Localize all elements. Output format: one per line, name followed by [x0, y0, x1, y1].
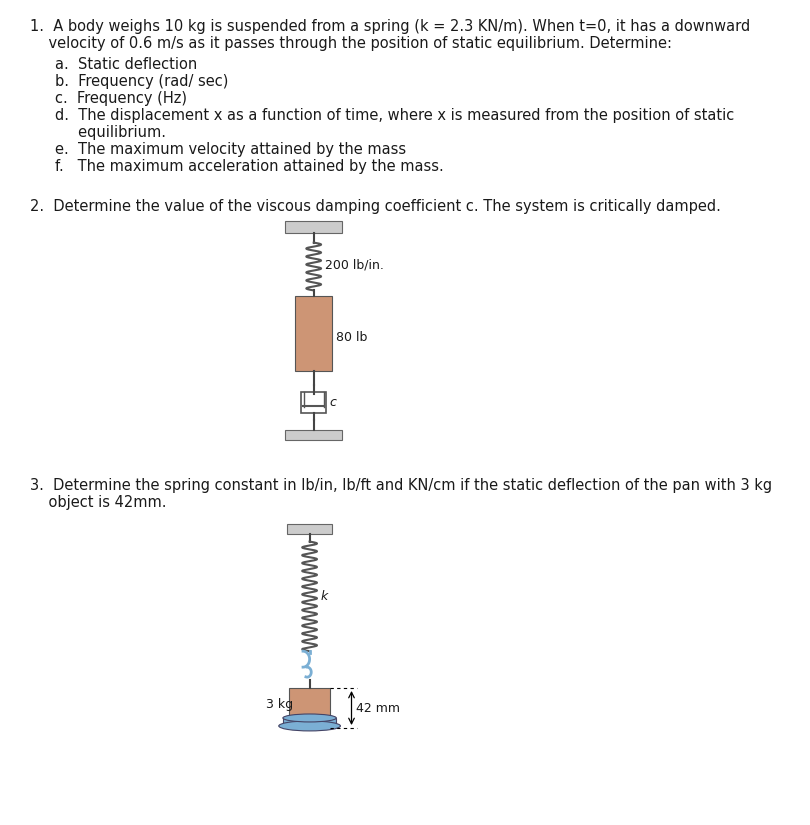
Text: 42 mm: 42 mm [356, 701, 399, 714]
Text: equilibrium.: equilibrium. [55, 125, 166, 140]
Text: 3 kg: 3 kg [266, 698, 293, 711]
Ellipse shape [283, 714, 336, 722]
Text: 200 lb/in.: 200 lb/in. [325, 258, 384, 271]
Text: 3.  Determine the spring constant in lb/in, lb/ft and KN/cm if the static deflec: 3. Determine the spring constant in lb/i… [30, 478, 772, 493]
Text: a.  Static deflection: a. Static deflection [55, 57, 197, 73]
Text: c: c [330, 396, 336, 409]
Ellipse shape [279, 721, 340, 731]
Bar [301, 392, 326, 413]
Bar [283, 718, 336, 726]
Text: f.   The maximum acceleration attained by the mass.: f. The maximum acceleration attained by … [55, 159, 444, 174]
Bar [285, 430, 343, 440]
Text: velocity of 0.6 m/s as it passes through the position of static equilibrium. Det: velocity of 0.6 m/s as it passes through… [30, 36, 672, 51]
Bar [289, 688, 330, 718]
Text: c.  Frequency (Hz): c. Frequency (Hz) [55, 91, 187, 106]
Text: object is 42mm.: object is 42mm. [30, 495, 167, 510]
Text: d.  The displacement x as a function of time, where x is measured from the posit: d. The displacement x as a function of t… [55, 108, 734, 123]
Text: b.  Frequency (rad/ sec): b. Frequency (rad/ sec) [55, 74, 228, 89]
Text: 80 lb: 80 lb [336, 331, 368, 344]
Text: 2.  Determine the value of the viscous damping coefficient c. The system is crit: 2. Determine the value of the viscous da… [30, 199, 721, 214]
Text: 1.  A body weighs 10 kg is suspended from a spring (k = 2.3 KN/m). When t=0, it : 1. A body weighs 10 kg is suspended from… [30, 19, 750, 35]
Bar [295, 296, 332, 371]
Bar [285, 220, 343, 233]
Bar [287, 524, 332, 534]
Text: k: k [320, 590, 327, 603]
Text: e.  The maximum velocity attained by the mass: e. The maximum velocity attained by the … [55, 142, 406, 157]
